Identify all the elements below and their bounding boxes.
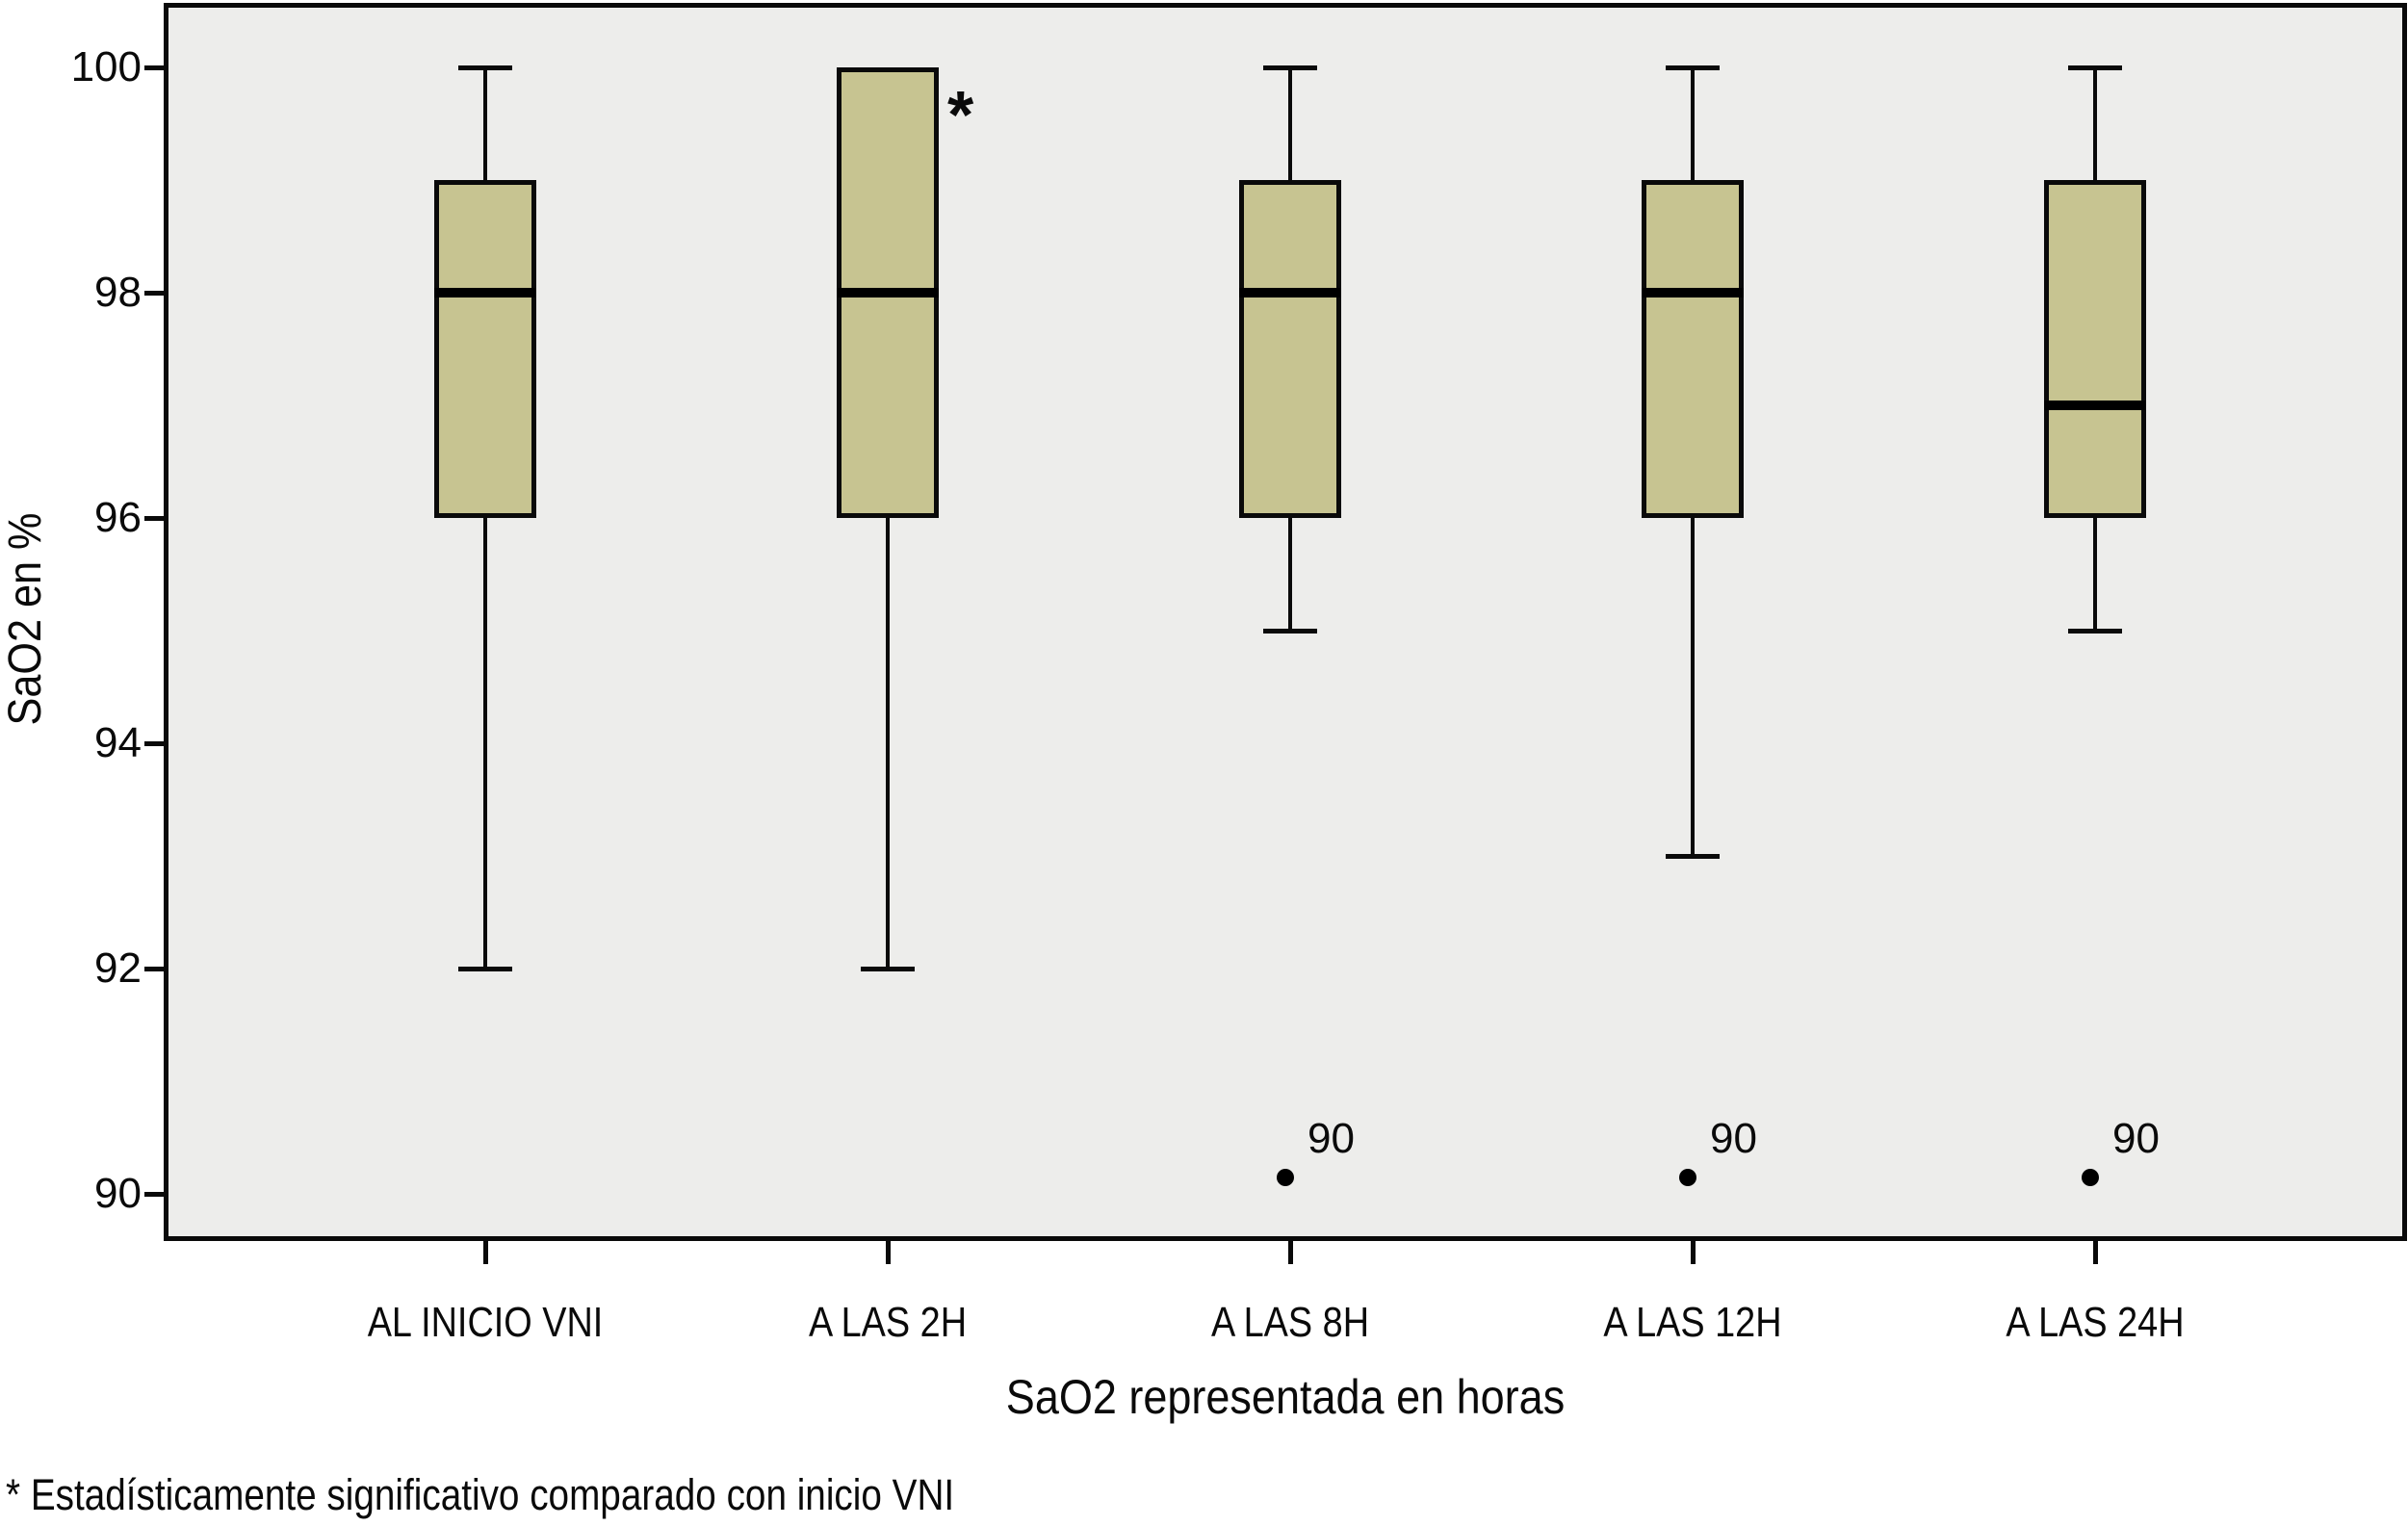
x-category-label: A LAS 8H: [1210, 1299, 1370, 1346]
whisker-stem: [483, 518, 487, 969]
y-tick-label: 100: [70, 43, 142, 91]
median-line: [434, 288, 536, 297]
outlier-dot: [2082, 1169, 2099, 1186]
y-tick-label: 96: [94, 494, 142, 541]
whisker-cap: [1666, 65, 1720, 70]
outlier-label: 90: [2112, 1115, 2160, 1162]
y-tick-label: 92: [94, 944, 142, 992]
whisker-cap: [1666, 854, 1720, 859]
box: [2044, 180, 2146, 518]
median-line: [1642, 288, 1744, 297]
whisker-stem: [886, 518, 890, 969]
whisker-stem: [1288, 67, 1292, 180]
y-tick-mark: [144, 516, 166, 521]
footnote: * Estadísticamente significativo compara…: [6, 1470, 955, 1519]
x-tick-mark: [1288, 1239, 1293, 1264]
median-line: [2044, 401, 2146, 410]
x-tick-mark: [1691, 1239, 1696, 1264]
whisker-stem: [2093, 67, 2097, 180]
whisker-cap: [458, 65, 512, 70]
box: [434, 180, 536, 518]
median-line: [1239, 288, 1341, 297]
x-category-label: A LAS 2H: [808, 1299, 968, 1346]
box: [1642, 180, 1744, 518]
x-tick-mark: [886, 1239, 891, 1264]
outlier-dot: [1679, 1169, 1696, 1186]
outlier-label: 90: [1710, 1115, 1757, 1162]
box: [1239, 180, 1341, 518]
whisker-stem: [1288, 518, 1292, 631]
y-tick-mark: [144, 65, 166, 70]
median-line: [837, 288, 939, 297]
whisker-cap: [1263, 629, 1317, 634]
significance-asterisk: *: [947, 77, 974, 152]
outlier-dot: [1277, 1169, 1294, 1186]
x-axis-title: SaO2 representada en horas: [1005, 1370, 1566, 1424]
x-category-label: A LAS 12H: [1603, 1299, 1782, 1346]
whisker-cap: [1263, 65, 1317, 70]
whisker-stem: [1691, 67, 1695, 180]
y-tick-mark: [144, 741, 166, 746]
x-category-label: AL INICIO VNI: [367, 1299, 604, 1346]
whisker-cap: [861, 967, 915, 971]
y-tick-mark: [144, 291, 166, 296]
whisker-stem: [483, 67, 487, 180]
whisker-cap: [2068, 629, 2122, 634]
outlier-label: 90: [1308, 1115, 1355, 1162]
x-tick-mark: [483, 1239, 488, 1264]
y-tick-label: 98: [94, 269, 142, 316]
y-tick-mark: [144, 1192, 166, 1197]
whisker-cap: [2068, 65, 2122, 70]
y-tick-label: 94: [94, 719, 142, 766]
x-category-label: A LAS 24H: [2006, 1299, 2185, 1346]
whisker-stem: [2093, 518, 2097, 631]
whisker-cap: [458, 967, 512, 971]
whisker-stem: [1691, 518, 1695, 856]
y-tick-mark: [144, 967, 166, 971]
x-tick-mark: [2093, 1239, 2098, 1264]
y-tick-label: 90: [94, 1170, 142, 1217]
